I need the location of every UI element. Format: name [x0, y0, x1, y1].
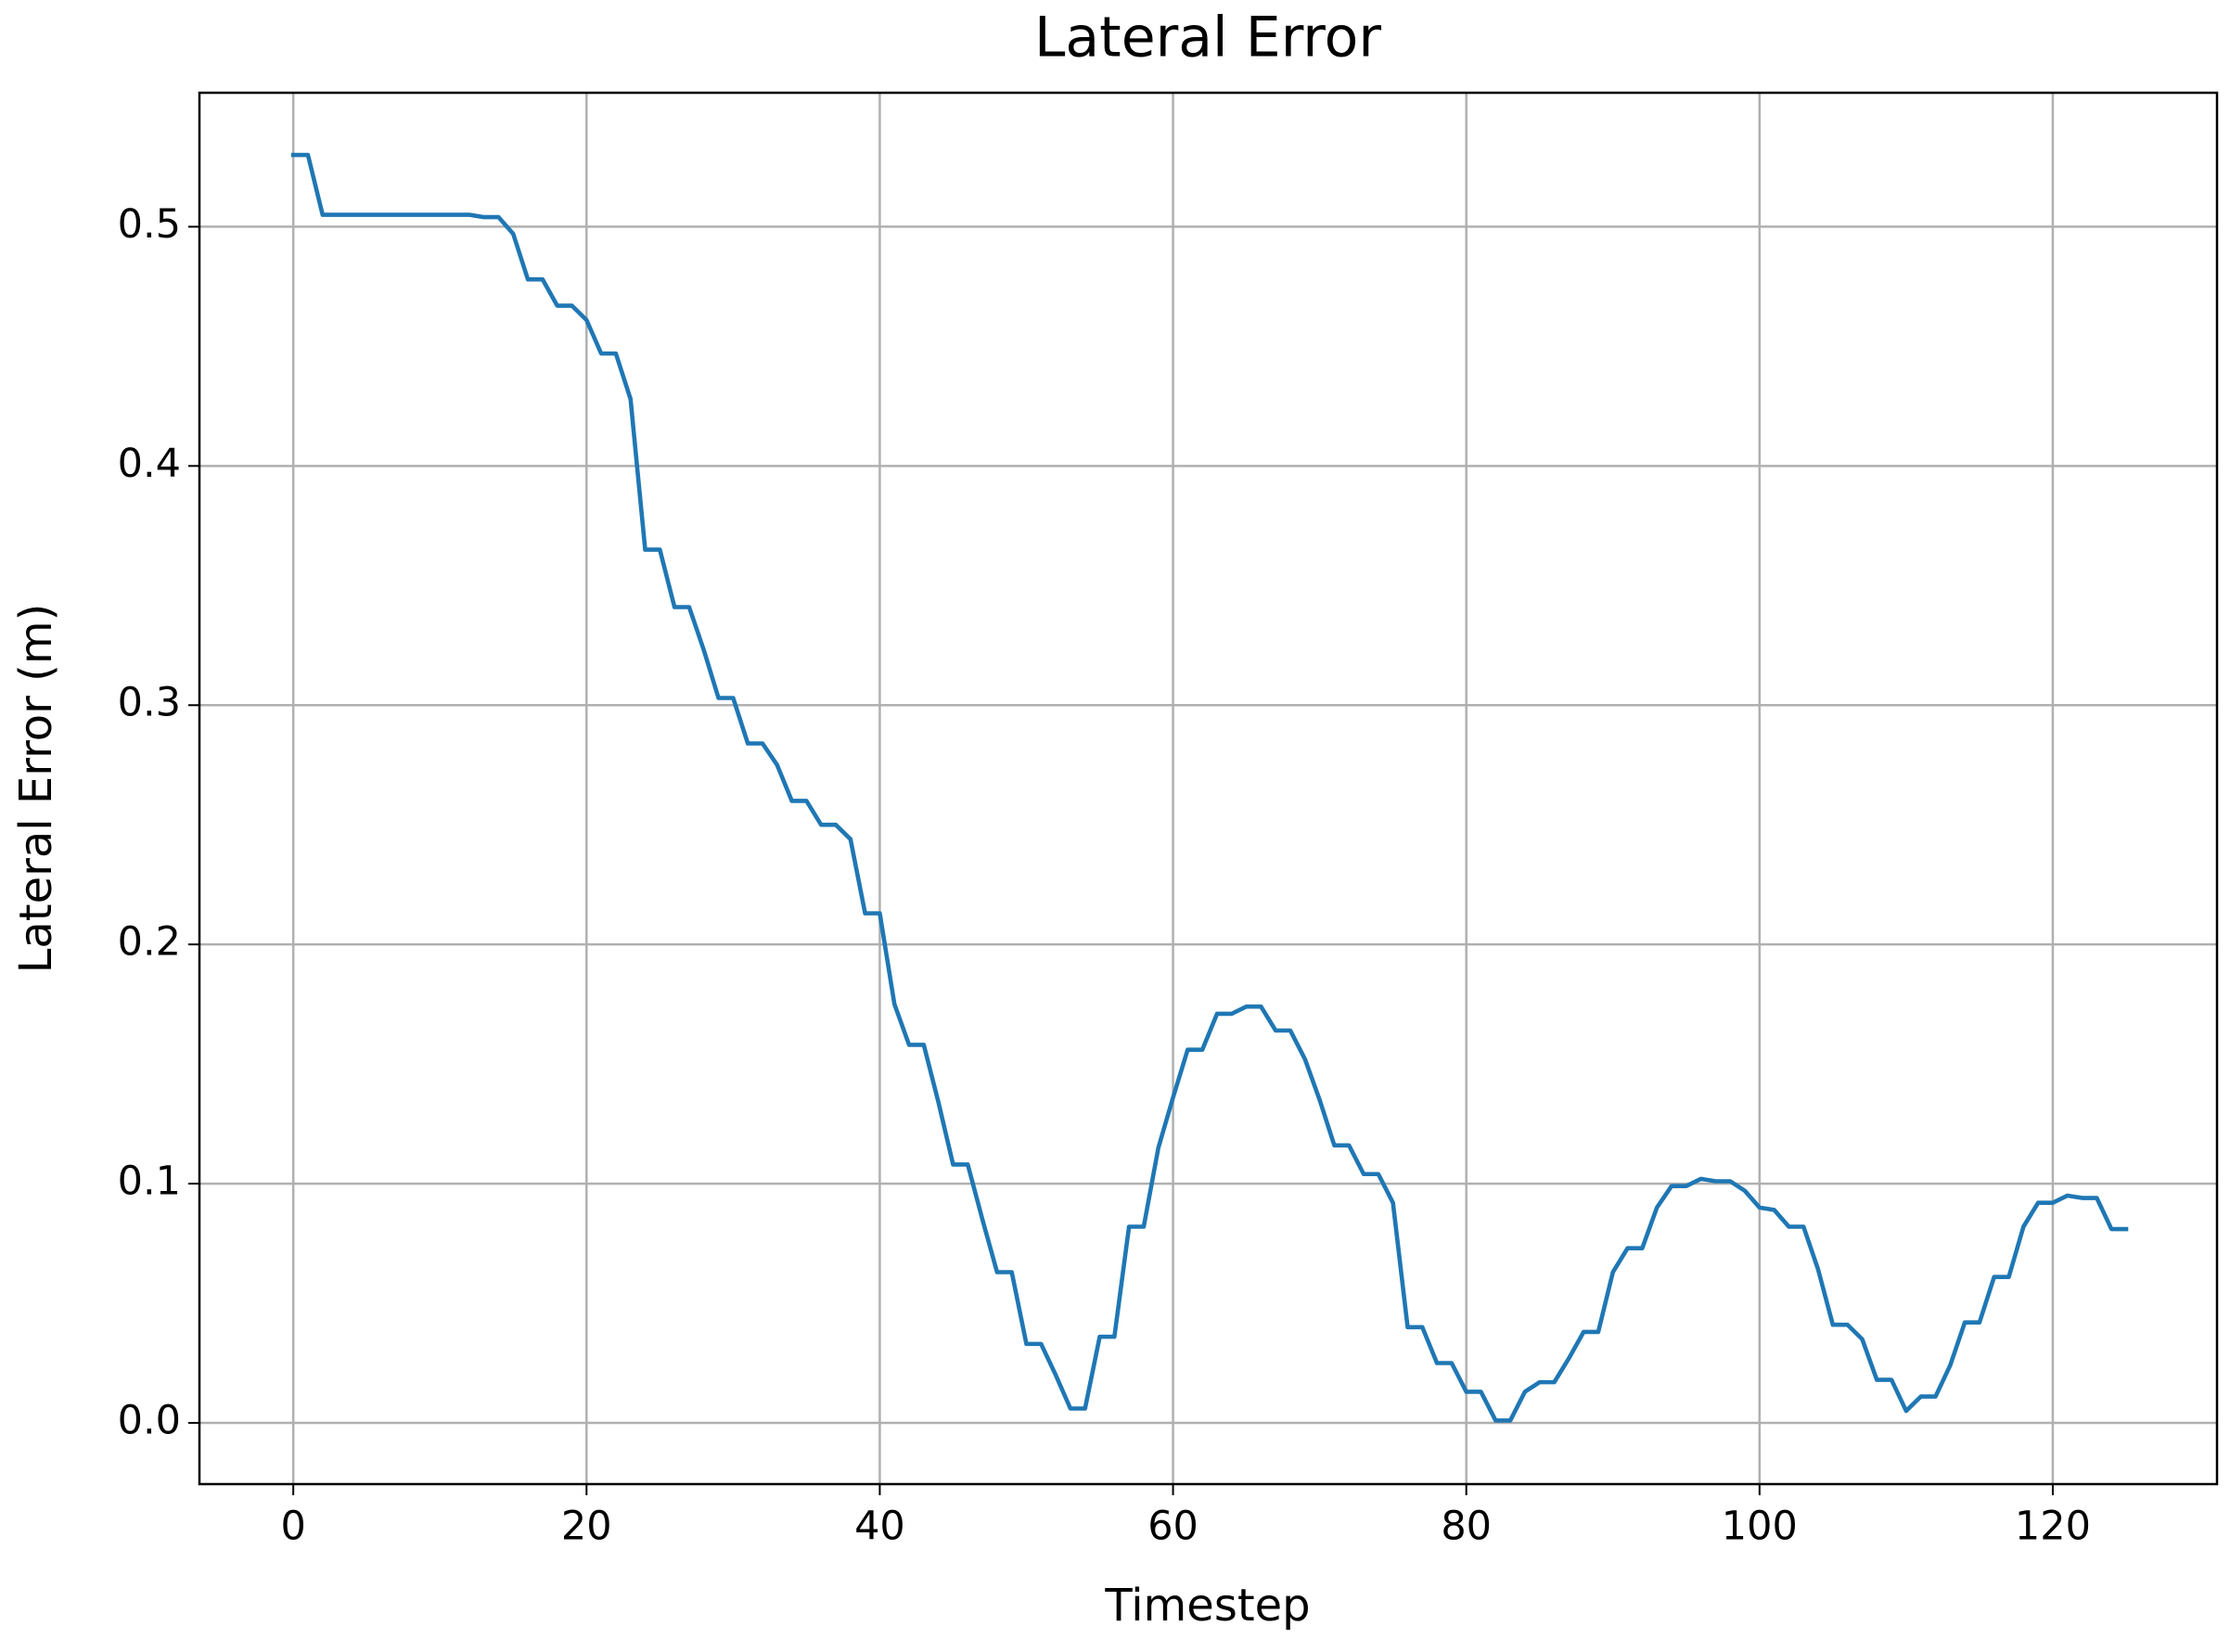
- x-tick-label: 120: [2015, 1504, 2091, 1550]
- y-tick-label: 0.4: [118, 441, 181, 487]
- y-tick-label: 0.2: [118, 919, 181, 966]
- y-tick-label: 0.3: [118, 680, 181, 726]
- plot-frame: [198, 91, 2219, 1486]
- x-tick-label: 100: [1722, 1504, 1798, 1550]
- y-axis-label: Lateral Error (m): [10, 604, 62, 974]
- x-tick-label: 60: [1147, 1504, 1198, 1550]
- y-tick-label: 0.0: [118, 1397, 181, 1443]
- y-tick-label: 0.5: [118, 201, 181, 248]
- x-tick-label: 0: [280, 1504, 305, 1550]
- x-tick-label: 80: [1441, 1504, 1492, 1550]
- data-line: [290, 152, 2129, 1423]
- x-tick-label: 40: [854, 1504, 905, 1550]
- chart-title: Lateral Error: [1034, 6, 1381, 70]
- y-tick-label: 0.1: [118, 1159, 181, 1205]
- x-tick-label: 20: [561, 1504, 612, 1550]
- x-axis-label: Timestep: [1104, 1580, 1310, 1632]
